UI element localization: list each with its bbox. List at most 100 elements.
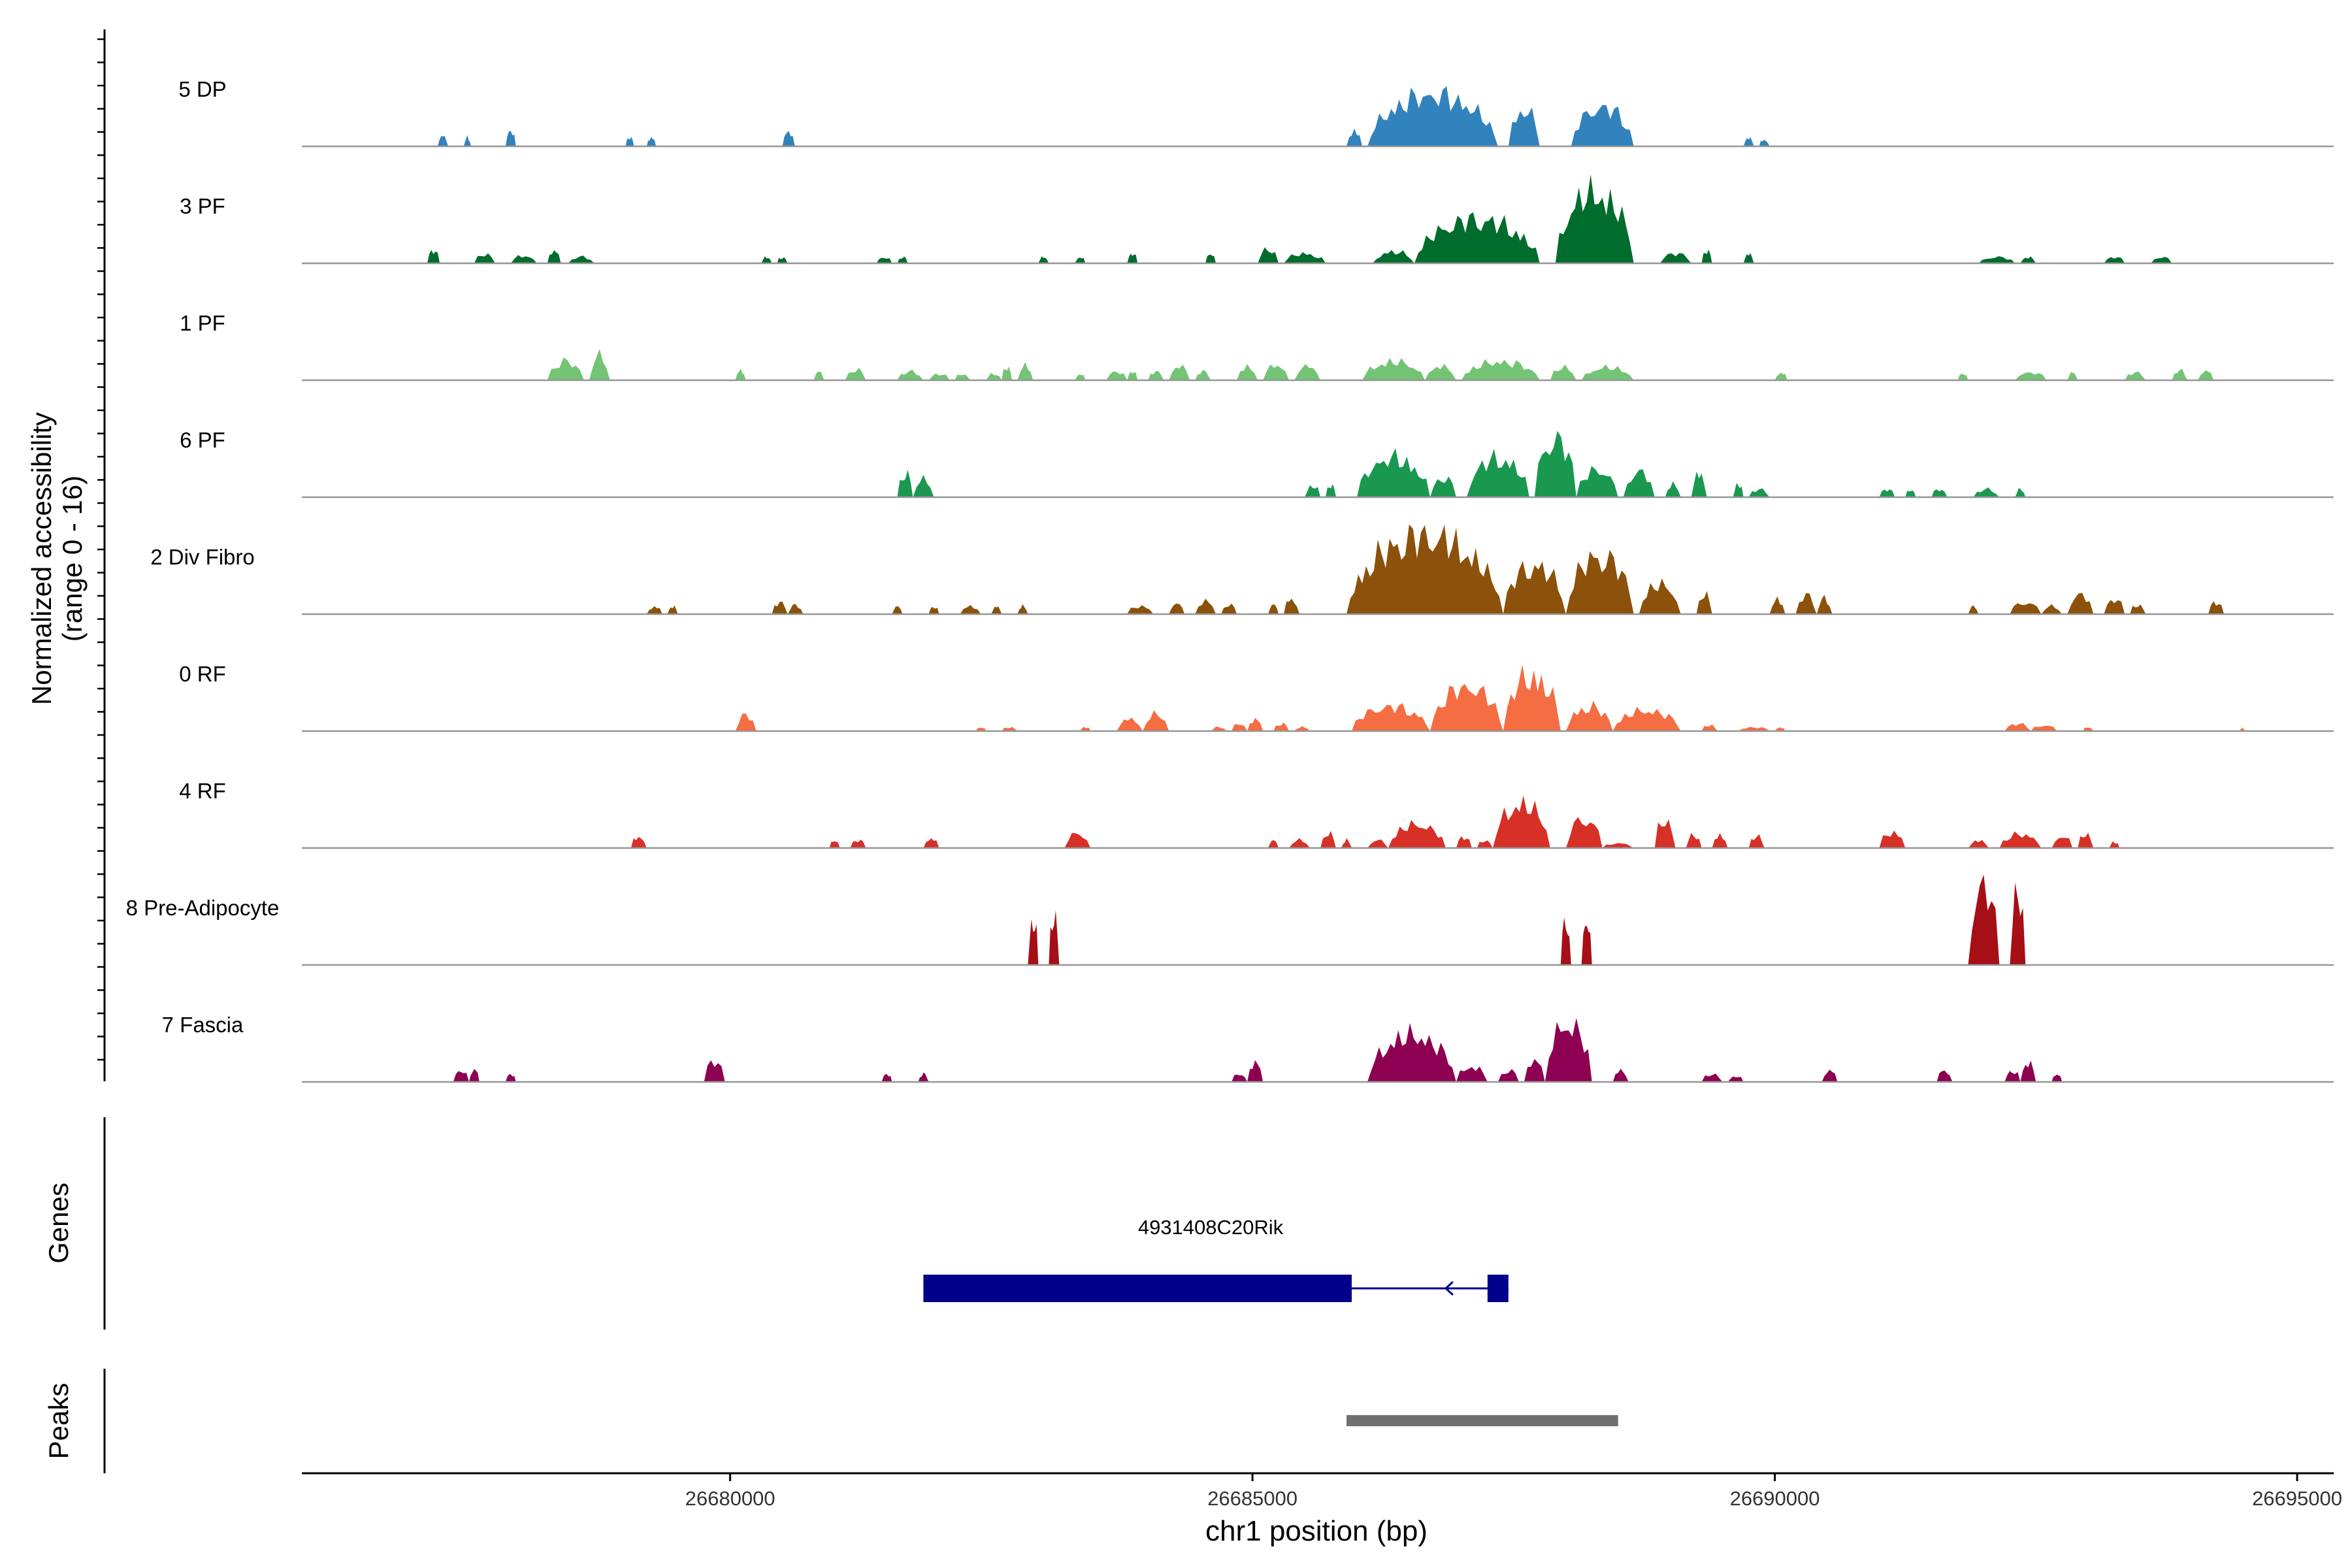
coverage-peak bbox=[1686, 832, 1702, 848]
coverage-peak bbox=[1367, 86, 1498, 146]
coverage-peak bbox=[850, 839, 866, 848]
coverage-peak bbox=[1565, 549, 1634, 614]
coverage-peak bbox=[2015, 488, 2026, 497]
coverage-peak bbox=[787, 604, 804, 614]
coverage-peak bbox=[897, 470, 913, 497]
coverage-peak bbox=[2172, 368, 2188, 380]
coverage-peak bbox=[2109, 841, 2120, 848]
coverage-peak bbox=[625, 137, 634, 146]
coverage-peak bbox=[1268, 604, 1279, 614]
coverage-peak bbox=[1748, 488, 1770, 497]
gene-annotation: 4931408C20Rik bbox=[923, 1216, 1509, 1302]
coverage-peak bbox=[1712, 833, 1728, 848]
coverage-peak bbox=[881, 1074, 892, 1082]
coverage-peak bbox=[1769, 596, 1786, 614]
x-axis-ticks: 26680000 26685000 26690000 26695000 bbox=[685, 1473, 2342, 1510]
coverage-peak bbox=[1002, 727, 1018, 731]
coverage-peak bbox=[1367, 1022, 1456, 1082]
coverage-peak bbox=[1106, 371, 1128, 380]
coverage-peak bbox=[2004, 723, 2031, 731]
coverage-peak bbox=[1232, 1074, 1248, 1082]
coverage-peak bbox=[876, 257, 892, 263]
coverage-peak bbox=[928, 606, 939, 614]
coverage-peak bbox=[761, 256, 772, 263]
coverage-peak bbox=[1258, 247, 1279, 263]
coverage-peak bbox=[1550, 364, 1576, 380]
coverage-peak bbox=[897, 369, 924, 380]
coverage-peak bbox=[1968, 605, 1979, 614]
coverage-peak bbox=[1612, 1068, 1629, 1082]
coverage-peak bbox=[2031, 725, 2057, 731]
coverage-peak bbox=[1148, 370, 1164, 380]
coverage-peak bbox=[1461, 359, 1540, 380]
coverage-peak bbox=[1049, 910, 1060, 965]
coverage-peak bbox=[1211, 727, 1227, 731]
coverage-peak bbox=[1659, 253, 1691, 263]
genes-panel-title: Genes bbox=[43, 1183, 74, 1264]
coverage-peak bbox=[1612, 706, 1681, 731]
coverage-peak bbox=[1701, 1073, 1723, 1082]
coverage-peak bbox=[1247, 1060, 1264, 1082]
coverage-peak bbox=[1534, 431, 1576, 497]
coverage-peak bbox=[1696, 591, 1712, 614]
coverage-peak bbox=[1294, 364, 1320, 380]
coverage-peak bbox=[1284, 598, 1299, 614]
track-1-pf: 1 PF bbox=[180, 311, 2334, 382]
coverage-peak bbox=[1639, 578, 1681, 614]
coverage-peak bbox=[1017, 361, 1034, 380]
track-7-fascia: 7 Fascia bbox=[162, 1013, 2334, 1083]
coverage-peak bbox=[1169, 603, 1185, 614]
coverage-peak bbox=[427, 250, 440, 263]
coverage-peak bbox=[1879, 830, 1906, 848]
coverage-peak bbox=[1727, 1076, 1744, 1082]
track-label: 2 Div Fibro bbox=[150, 545, 255, 569]
coverage-peak bbox=[589, 349, 610, 380]
coverage-peak bbox=[547, 250, 561, 263]
coverage-peak bbox=[2051, 1074, 2063, 1082]
coverage-peak bbox=[1957, 374, 1968, 380]
coverage-peak bbox=[923, 838, 939, 848]
coverage-peak bbox=[1565, 817, 1603, 848]
coverage-peak bbox=[1581, 926, 1592, 965]
coverage-peak bbox=[1931, 489, 1948, 497]
coverage-peak bbox=[1347, 128, 1362, 146]
coverage-peak bbox=[1503, 664, 1561, 731]
coverage-peak bbox=[1117, 717, 1143, 731]
coverage-peak bbox=[1774, 727, 1786, 731]
track-2-div-fibro: 2 Div Fibro bbox=[150, 524, 2334, 615]
gene-exon bbox=[1487, 1275, 1509, 1302]
coverage-peak bbox=[845, 367, 866, 380]
coverage-peak bbox=[1232, 724, 1248, 731]
coverage-peak bbox=[2104, 257, 2125, 263]
coverage-peak bbox=[813, 371, 825, 380]
coverage-peak bbox=[2151, 257, 2172, 263]
coverage-peak bbox=[1795, 593, 1817, 614]
coverage-peak bbox=[463, 135, 471, 146]
coverage-peak bbox=[2020, 1060, 2036, 1082]
coverage-peak bbox=[1581, 365, 1634, 380]
coverage-peak bbox=[991, 606, 1002, 614]
coverage-peak bbox=[1816, 595, 1833, 614]
track-5-dp: 5 DP bbox=[178, 77, 2334, 148]
coverage-peak bbox=[1268, 840, 1279, 848]
coverage-peak bbox=[2020, 256, 2036, 263]
coverage-peak bbox=[453, 1071, 469, 1082]
coverage-peak bbox=[510, 255, 537, 263]
coverage-peak bbox=[1821, 1070, 1838, 1082]
coverage-peak bbox=[1456, 836, 1472, 848]
coverage-peak bbox=[1654, 819, 1676, 848]
peak-regions bbox=[1346, 1415, 1618, 1426]
coverage-peak bbox=[1456, 1066, 1488, 1082]
coverage-peak bbox=[1195, 598, 1217, 614]
coverage-peak bbox=[892, 606, 903, 614]
coverage-peak bbox=[955, 374, 971, 380]
coverage-peak bbox=[1221, 603, 1237, 614]
coverage-peak bbox=[1555, 174, 1634, 263]
x-tick-label: 26680000 bbox=[685, 1487, 776, 1510]
coverage-peak bbox=[1879, 489, 1895, 497]
coverage-peak bbox=[1080, 727, 1091, 731]
coverage-peak bbox=[1372, 250, 1414, 263]
coverage-peak bbox=[2198, 370, 2214, 380]
coverage-peak bbox=[2051, 838, 2073, 848]
